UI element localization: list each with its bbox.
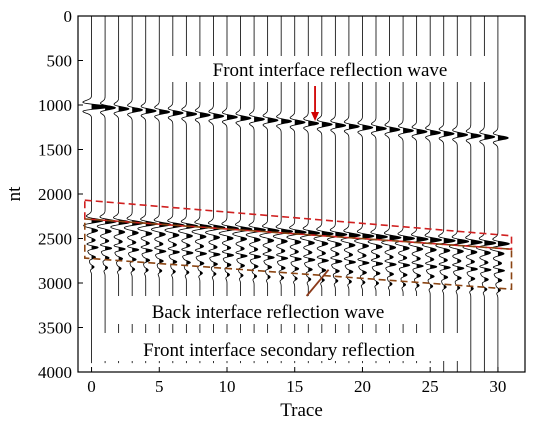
trace-line [82, 16, 112, 364]
x-tick-label: 0 [87, 377, 96, 396]
front-reflection-label: Front interface reflection wave [213, 60, 448, 81]
y-axis-ticks: 0 500 1000 1500 2000 2500 3000 3500 4000 [38, 7, 83, 382]
x-tick-label: 5 [155, 377, 164, 396]
x-tick-label: 10 [219, 377, 236, 396]
annotation-bg [170, 56, 490, 82]
arrow-head [311, 112, 320, 122]
x-axis-ticks: 0 5 10 15 20 25 30 [87, 367, 506, 396]
highlight-boxes [84, 199, 513, 291]
trace-line [489, 16, 510, 372]
highlight-box [84, 218, 513, 291]
trace-line [96, 16, 118, 364]
y-axis-label: nt [4, 186, 25, 202]
x-tick-label: 15 [286, 377, 303, 396]
trace-fill [497, 16, 510, 372]
annotation-bg [98, 333, 458, 361]
x-tick-label: 20 [354, 377, 371, 396]
x-tick-label: 25 [422, 377, 439, 396]
y-tick-label: 3500 [38, 319, 72, 338]
y-tick-label: 1500 [38, 141, 72, 160]
annotations: Front interface reflection wave Back inte… [98, 56, 490, 361]
trace-fill [91, 16, 112, 364]
back-reflection-arrow [305, 269, 330, 297]
back-reflection-label: Back interface reflection wave [152, 302, 385, 323]
trace-fill [430, 16, 442, 364]
y-tick-label: 2500 [38, 230, 72, 249]
x-axis-label: Trace [280, 400, 323, 421]
y-tick-label: 2000 [38, 185, 72, 204]
annotation-bg [112, 296, 424, 324]
x-tick-label: 30 [489, 377, 506, 396]
y-tick-label: 3000 [38, 274, 72, 293]
y-tick-label: 500 [47, 52, 73, 71]
y-tick-label: 4000 [38, 363, 72, 382]
y-tick-label: 1000 [38, 96, 72, 115]
y-tick-label: 0 [64, 7, 73, 26]
highlight-box [84, 199, 513, 251]
secondary-reflection-label: Front interface secondary reflection [143, 340, 415, 361]
